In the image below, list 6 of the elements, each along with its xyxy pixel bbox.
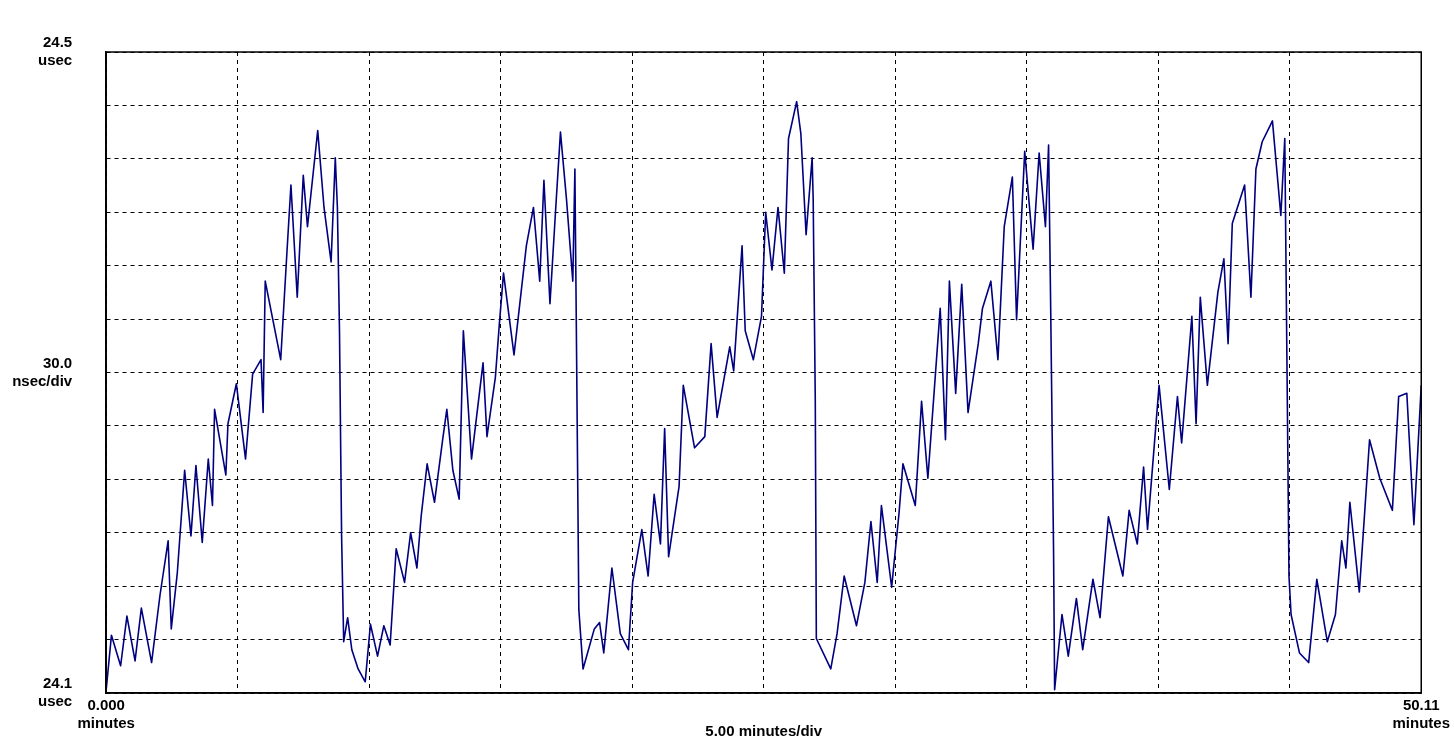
y-tick-label: 24.1 usec: [37, 674, 73, 710]
x-axis-title: 5.00 minutes/div: [705, 722, 823, 740]
x-tick-label: 0.000 minutes: [77, 696, 135, 732]
y-axis-title: 30.0 nsec/div: [12, 353, 73, 389]
y-tick-label: 24.5 usec: [37, 33, 73, 69]
x-tick-label: 50.11 minutes: [1392, 696, 1450, 732]
